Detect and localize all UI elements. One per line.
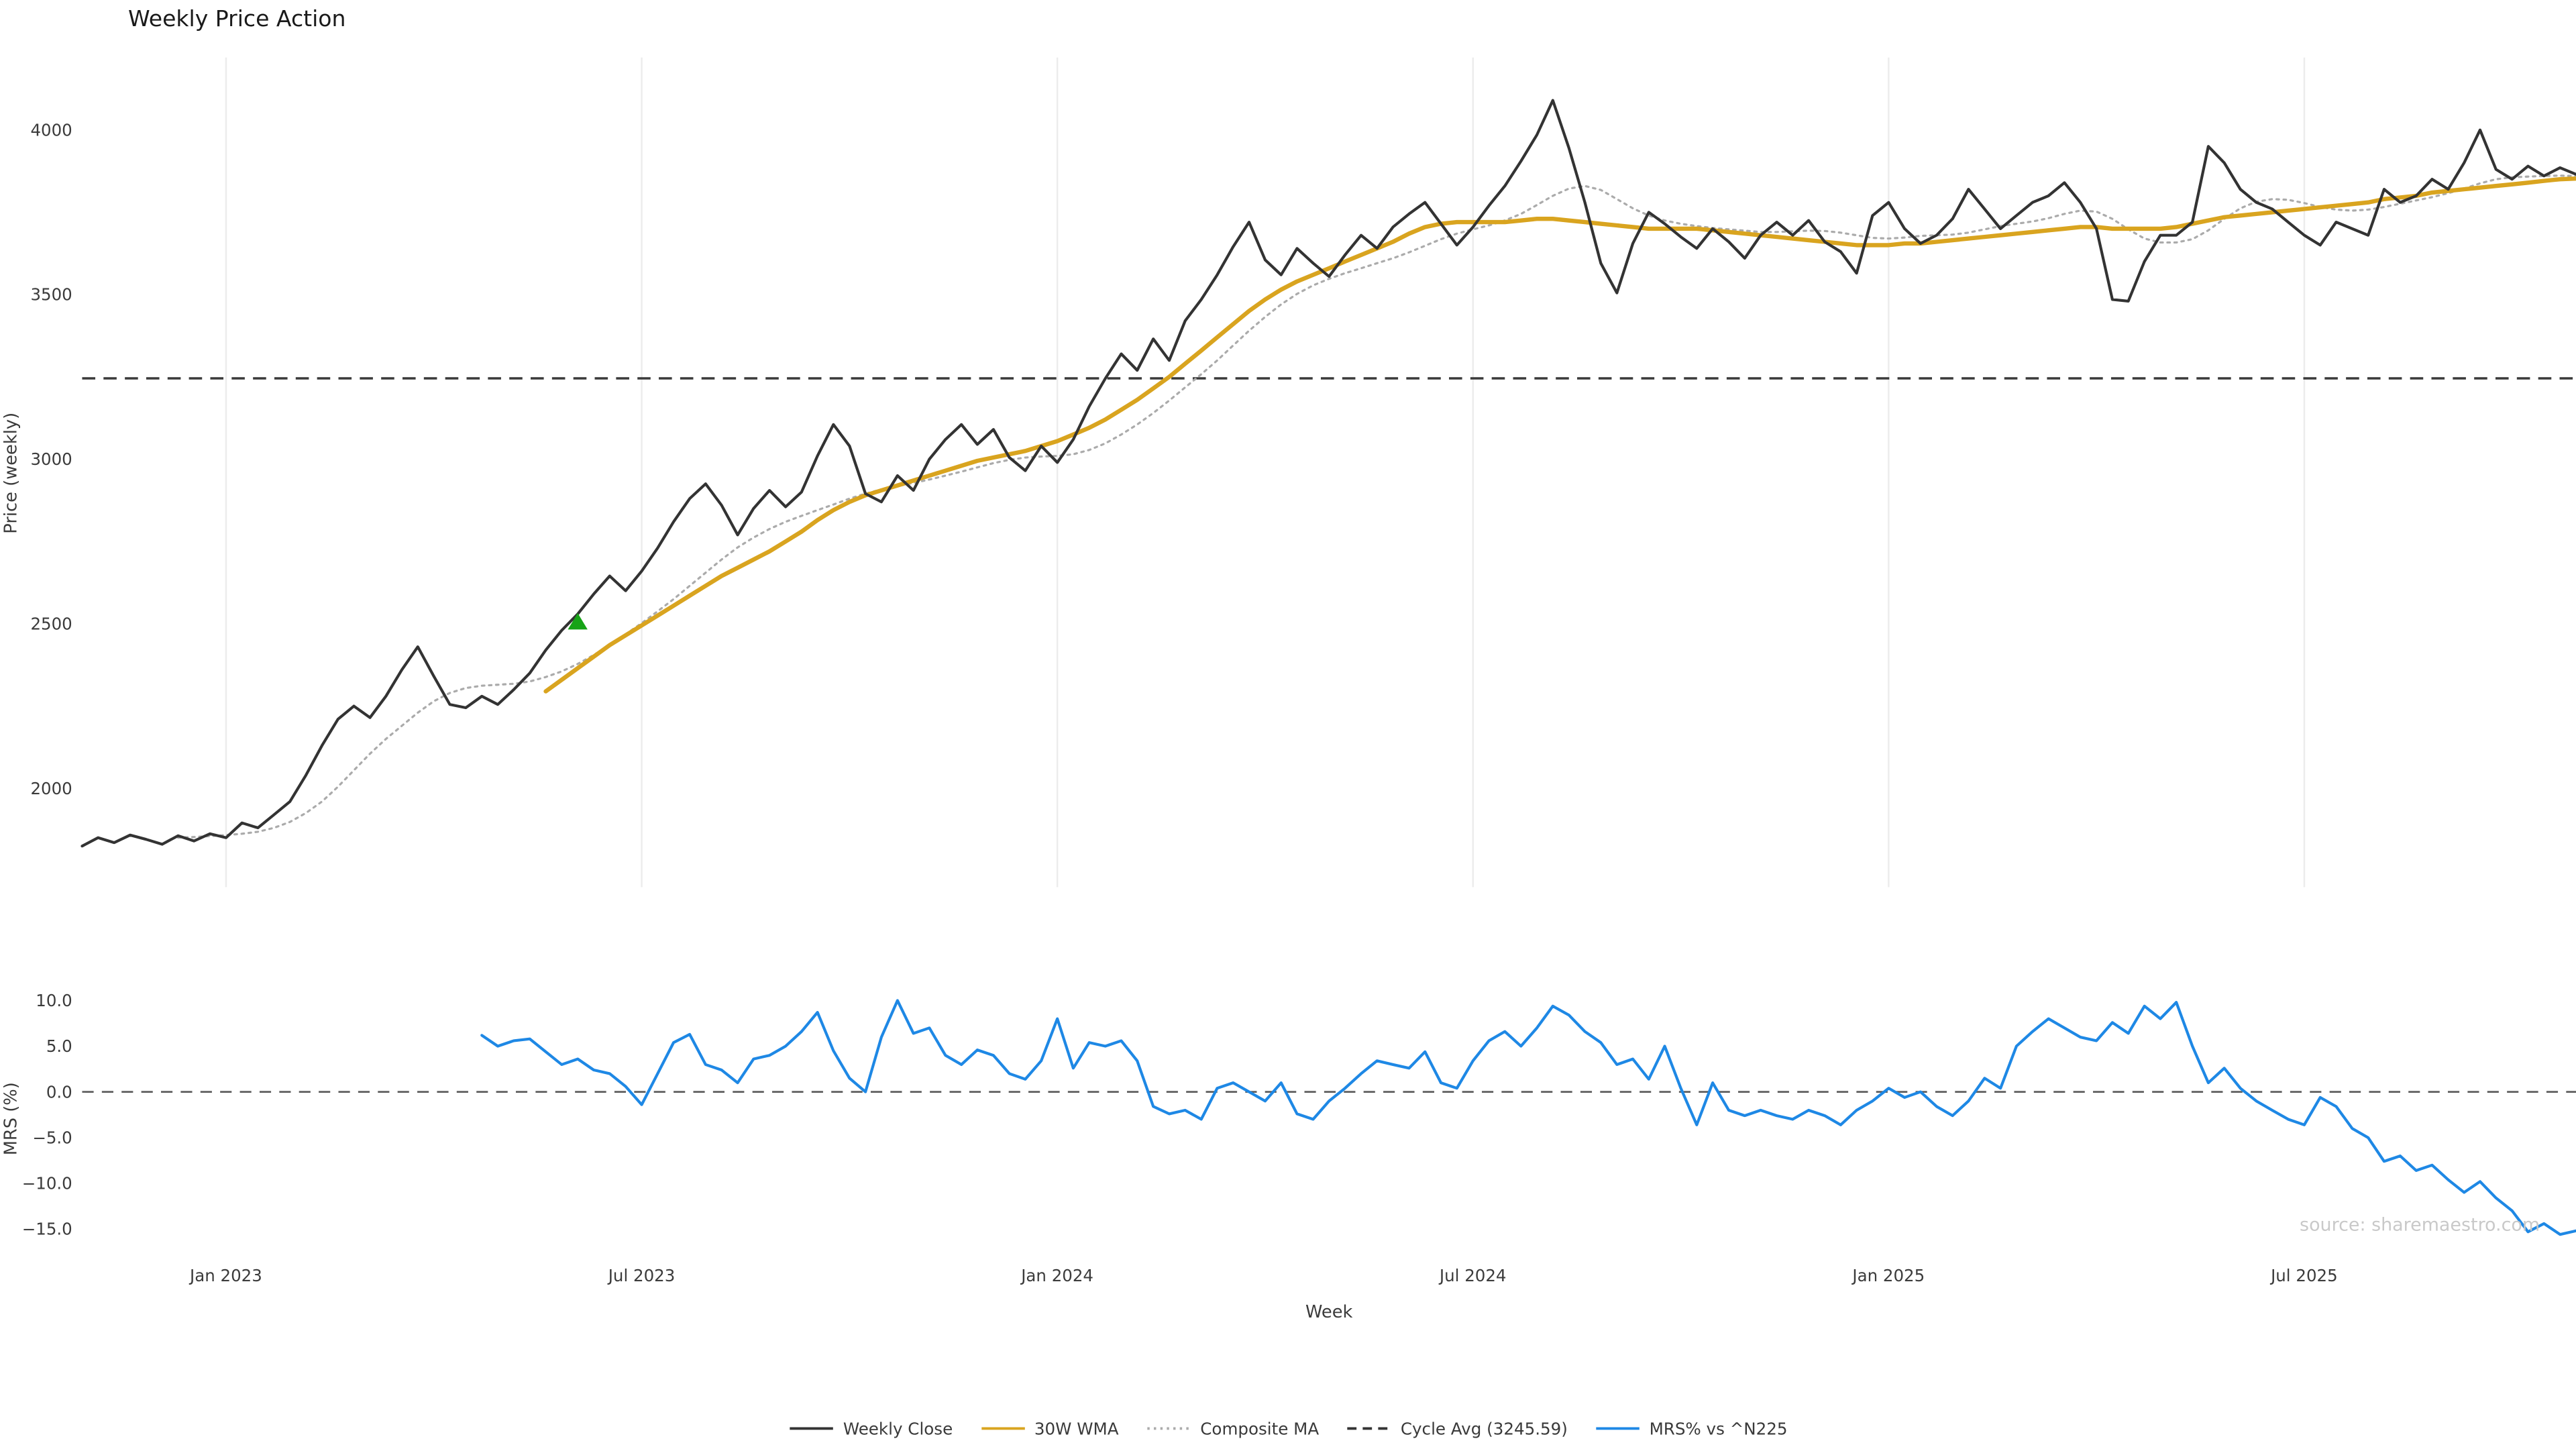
source-watermark: source: sharemaestro.com [2300, 1214, 2540, 1235]
x-tick-label: Jan 2023 [189, 1266, 262, 1285]
mrs-ytick-label: 0.0 [46, 1082, 72, 1102]
mrs-ytick-label: −10.0 [22, 1174, 72, 1193]
mrs-ytick-label: 10.0 [36, 991, 72, 1010]
mrs-line-icon [1596, 1427, 1640, 1430]
legend-item-mrs: MRS% vs ^N225 [1595, 1419, 1788, 1439]
legend-item-composite-ma: Composite MA [1146, 1419, 1319, 1438]
mrs-axis-label: MRS (%) [1, 1082, 21, 1155]
chart-title: Weekly Price Action [128, 5, 345, 32]
mrs-ytick-label: −5.0 [32, 1128, 72, 1147]
weekly-close-line-icon [790, 1427, 834, 1430]
cycle-avg-dashed-line-icon [1347, 1427, 1391, 1430]
series-mrs-vs-n225 [480, 999, 2576, 1236]
price-ytick-label: 2500 [30, 614, 72, 633]
legend-label-mrs: MRS% vs ^N225 [1649, 1419, 1788, 1439]
x-tick-label: Jan 2025 [1851, 1266, 1925, 1285]
x-tick-label: Jul 2023 [607, 1266, 676, 1285]
legend-item-30w-wma: 30W WMA [980, 1419, 1119, 1438]
legend-item-cycle-avg: Cycle Avg (3245.59) [1346, 1419, 1568, 1439]
series-weekly-close [80, 99, 2576, 848]
series-30w-wma [543, 176, 2576, 694]
legend-item-weekly-close: Weekly Close [788, 1419, 953, 1438]
price-ytick-label: 3500 [30, 285, 72, 305]
price-ytick-label: 3000 [30, 449, 72, 469]
legend: Weekly Close 30W WMA Composite MA Cycle … [0, 1419, 2576, 1438]
legend-label-30w-wma: 30W WMA [1034, 1419, 1119, 1439]
legend-label-composite-ma: Composite MA [1200, 1419, 1320, 1439]
composite-ma-dotted-line-icon [1147, 1427, 1191, 1430]
x-axis-label: Week [1305, 1302, 1353, 1322]
legend-label-weekly-close: Weekly Close [843, 1419, 953, 1439]
price-ytick-label: 4000 [30, 120, 72, 140]
x-tick-label: Jul 2024 [1438, 1266, 1507, 1285]
x-tick-label: Jan 2024 [1020, 1266, 1093, 1285]
signal-triangle-marker [568, 612, 588, 630]
series-composite-ma [176, 174, 2576, 839]
price-ytick-label: 2000 [30, 779, 72, 798]
price-axis-label: Price (weekly) [1, 413, 21, 534]
mrs-ytick-label: −15.0 [22, 1220, 72, 1239]
legend-label-cycle-avg: Cycle Avg (3245.59) [1400, 1419, 1568, 1439]
x-tick-label: Jul 2025 [2269, 1266, 2338, 1285]
wma-line-icon [981, 1427, 1025, 1430]
mrs-ytick-label: 5.0 [46, 1036, 72, 1056]
